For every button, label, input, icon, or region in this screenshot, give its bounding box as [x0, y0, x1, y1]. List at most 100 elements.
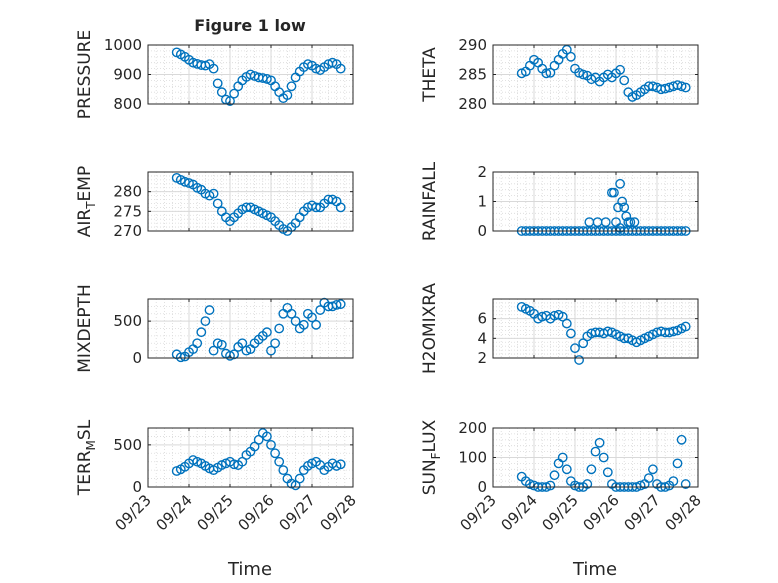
subplot-4: 0 500 MIXDEPTH	[75, 284, 354, 373]
x-tick-label: 09/23	[112, 491, 155, 534]
data-point	[557, 452, 568, 463]
data-point	[204, 305, 215, 315]
data-point	[561, 464, 572, 475]
axes-box	[147, 171, 354, 232]
data-series	[516, 301, 691, 365]
data-point	[561, 44, 572, 55]
data-point	[629, 217, 640, 228]
data-point	[615, 64, 625, 75]
data-point	[200, 316, 211, 327]
y-tick-label: 280	[113, 183, 142, 201]
y-tick-label: 0	[132, 349, 142, 367]
data-point	[582, 479, 593, 489]
data-point	[270, 338, 280, 349]
y-tick-label: 285	[458, 66, 487, 84]
y-tick-label: 0	[132, 478, 142, 496]
data-point	[208, 345, 219, 356]
data-point	[266, 345, 276, 356]
data-point	[241, 345, 252, 356]
y-tick-label: 270	[113, 222, 142, 240]
axes-box	[147, 298, 354, 359]
subplot-1: 280 285 290 THETA	[420, 36, 699, 113]
data-point	[566, 51, 576, 62]
data-point	[680, 479, 691, 489]
data-point	[229, 349, 240, 360]
axes-box	[492, 298, 699, 359]
data-point	[609, 187, 619, 198]
y-tick-label: 500	[113, 312, 142, 330]
data-point	[578, 69, 589, 80]
x-tick-label: 09/28	[662, 491, 705, 534]
data-point	[196, 327, 207, 338]
data-point	[311, 202, 321, 213]
y-axis-label: TERRMSL	[75, 419, 98, 496]
y-tick-label: 800	[113, 95, 142, 113]
data-point	[311, 319, 321, 330]
data-point	[643, 473, 654, 484]
y-tick-label: 2	[477, 349, 487, 367]
y-tick-label: 2	[477, 163, 487, 181]
data-point	[261, 74, 272, 84]
subplot-5: 2 46 H2OMIXRA	[420, 283, 699, 374]
x-axis-label-left: Time	[227, 559, 272, 580]
data-point	[648, 81, 658, 92]
x-tick-label: 09/26	[235, 491, 278, 534]
data-point	[294, 473, 305, 484]
data-point	[225, 350, 235, 361]
data-point	[615, 178, 625, 189]
data-point	[545, 67, 556, 78]
data-point	[557, 311, 568, 322]
data-point	[586, 464, 597, 475]
x-tick-label: 09/25	[539, 491, 582, 534]
y-tick-label: 200	[458, 419, 487, 437]
subplot-3: 0 1 2 RAINFALL	[420, 161, 699, 241]
y-axis-label: SUNFLUX	[420, 419, 443, 495]
x-tick-label: 09/26	[580, 491, 623, 534]
data-point	[672, 458, 683, 469]
figure-title: Figure 1 low	[194, 16, 306, 35]
data-point	[225, 96, 235, 106]
data-point	[335, 299, 346, 310]
data-point	[541, 68, 552, 79]
data-point	[619, 75, 630, 86]
data-series	[171, 47, 346, 106]
data-point	[668, 326, 679, 337]
data-point	[208, 188, 219, 199]
x-tick-label: 09/28	[317, 491, 360, 534]
data-point	[617, 196, 628, 207]
x-axis-label-right: Time	[572, 559, 617, 580]
data-point	[261, 431, 272, 442]
data-point	[266, 439, 276, 450]
data-point	[270, 448, 280, 459]
data-series	[516, 44, 691, 102]
y-tick-label: 500	[113, 436, 142, 454]
data-point	[335, 63, 346, 74]
data-point	[590, 446, 601, 457]
data-point	[302, 59, 313, 70]
data-point	[229, 88, 240, 99]
data-point	[680, 82, 691, 93]
data-point	[668, 476, 679, 486]
y-tick-label: 280	[458, 95, 487, 113]
x-tick-label: 09/23	[457, 491, 500, 534]
y-axis-label: MIXDEPTH	[75, 284, 95, 373]
y-tick-label: 6	[477, 310, 487, 328]
plot-area	[148, 172, 353, 231]
data-point	[335, 459, 346, 470]
data-point	[566, 328, 576, 339]
data-point	[561, 318, 572, 329]
data-point	[216, 339, 227, 350]
data-point	[290, 316, 301, 327]
data-point	[635, 480, 646, 491]
data-point	[212, 198, 223, 209]
y-tick-label: 0	[477, 222, 487, 240]
data-point	[216, 87, 227, 98]
data-point	[600, 217, 611, 228]
data-point	[570, 343, 580, 354]
x-tick-label: 09/24	[498, 491, 541, 534]
data-point	[286, 308, 297, 319]
data-point	[212, 338, 223, 349]
